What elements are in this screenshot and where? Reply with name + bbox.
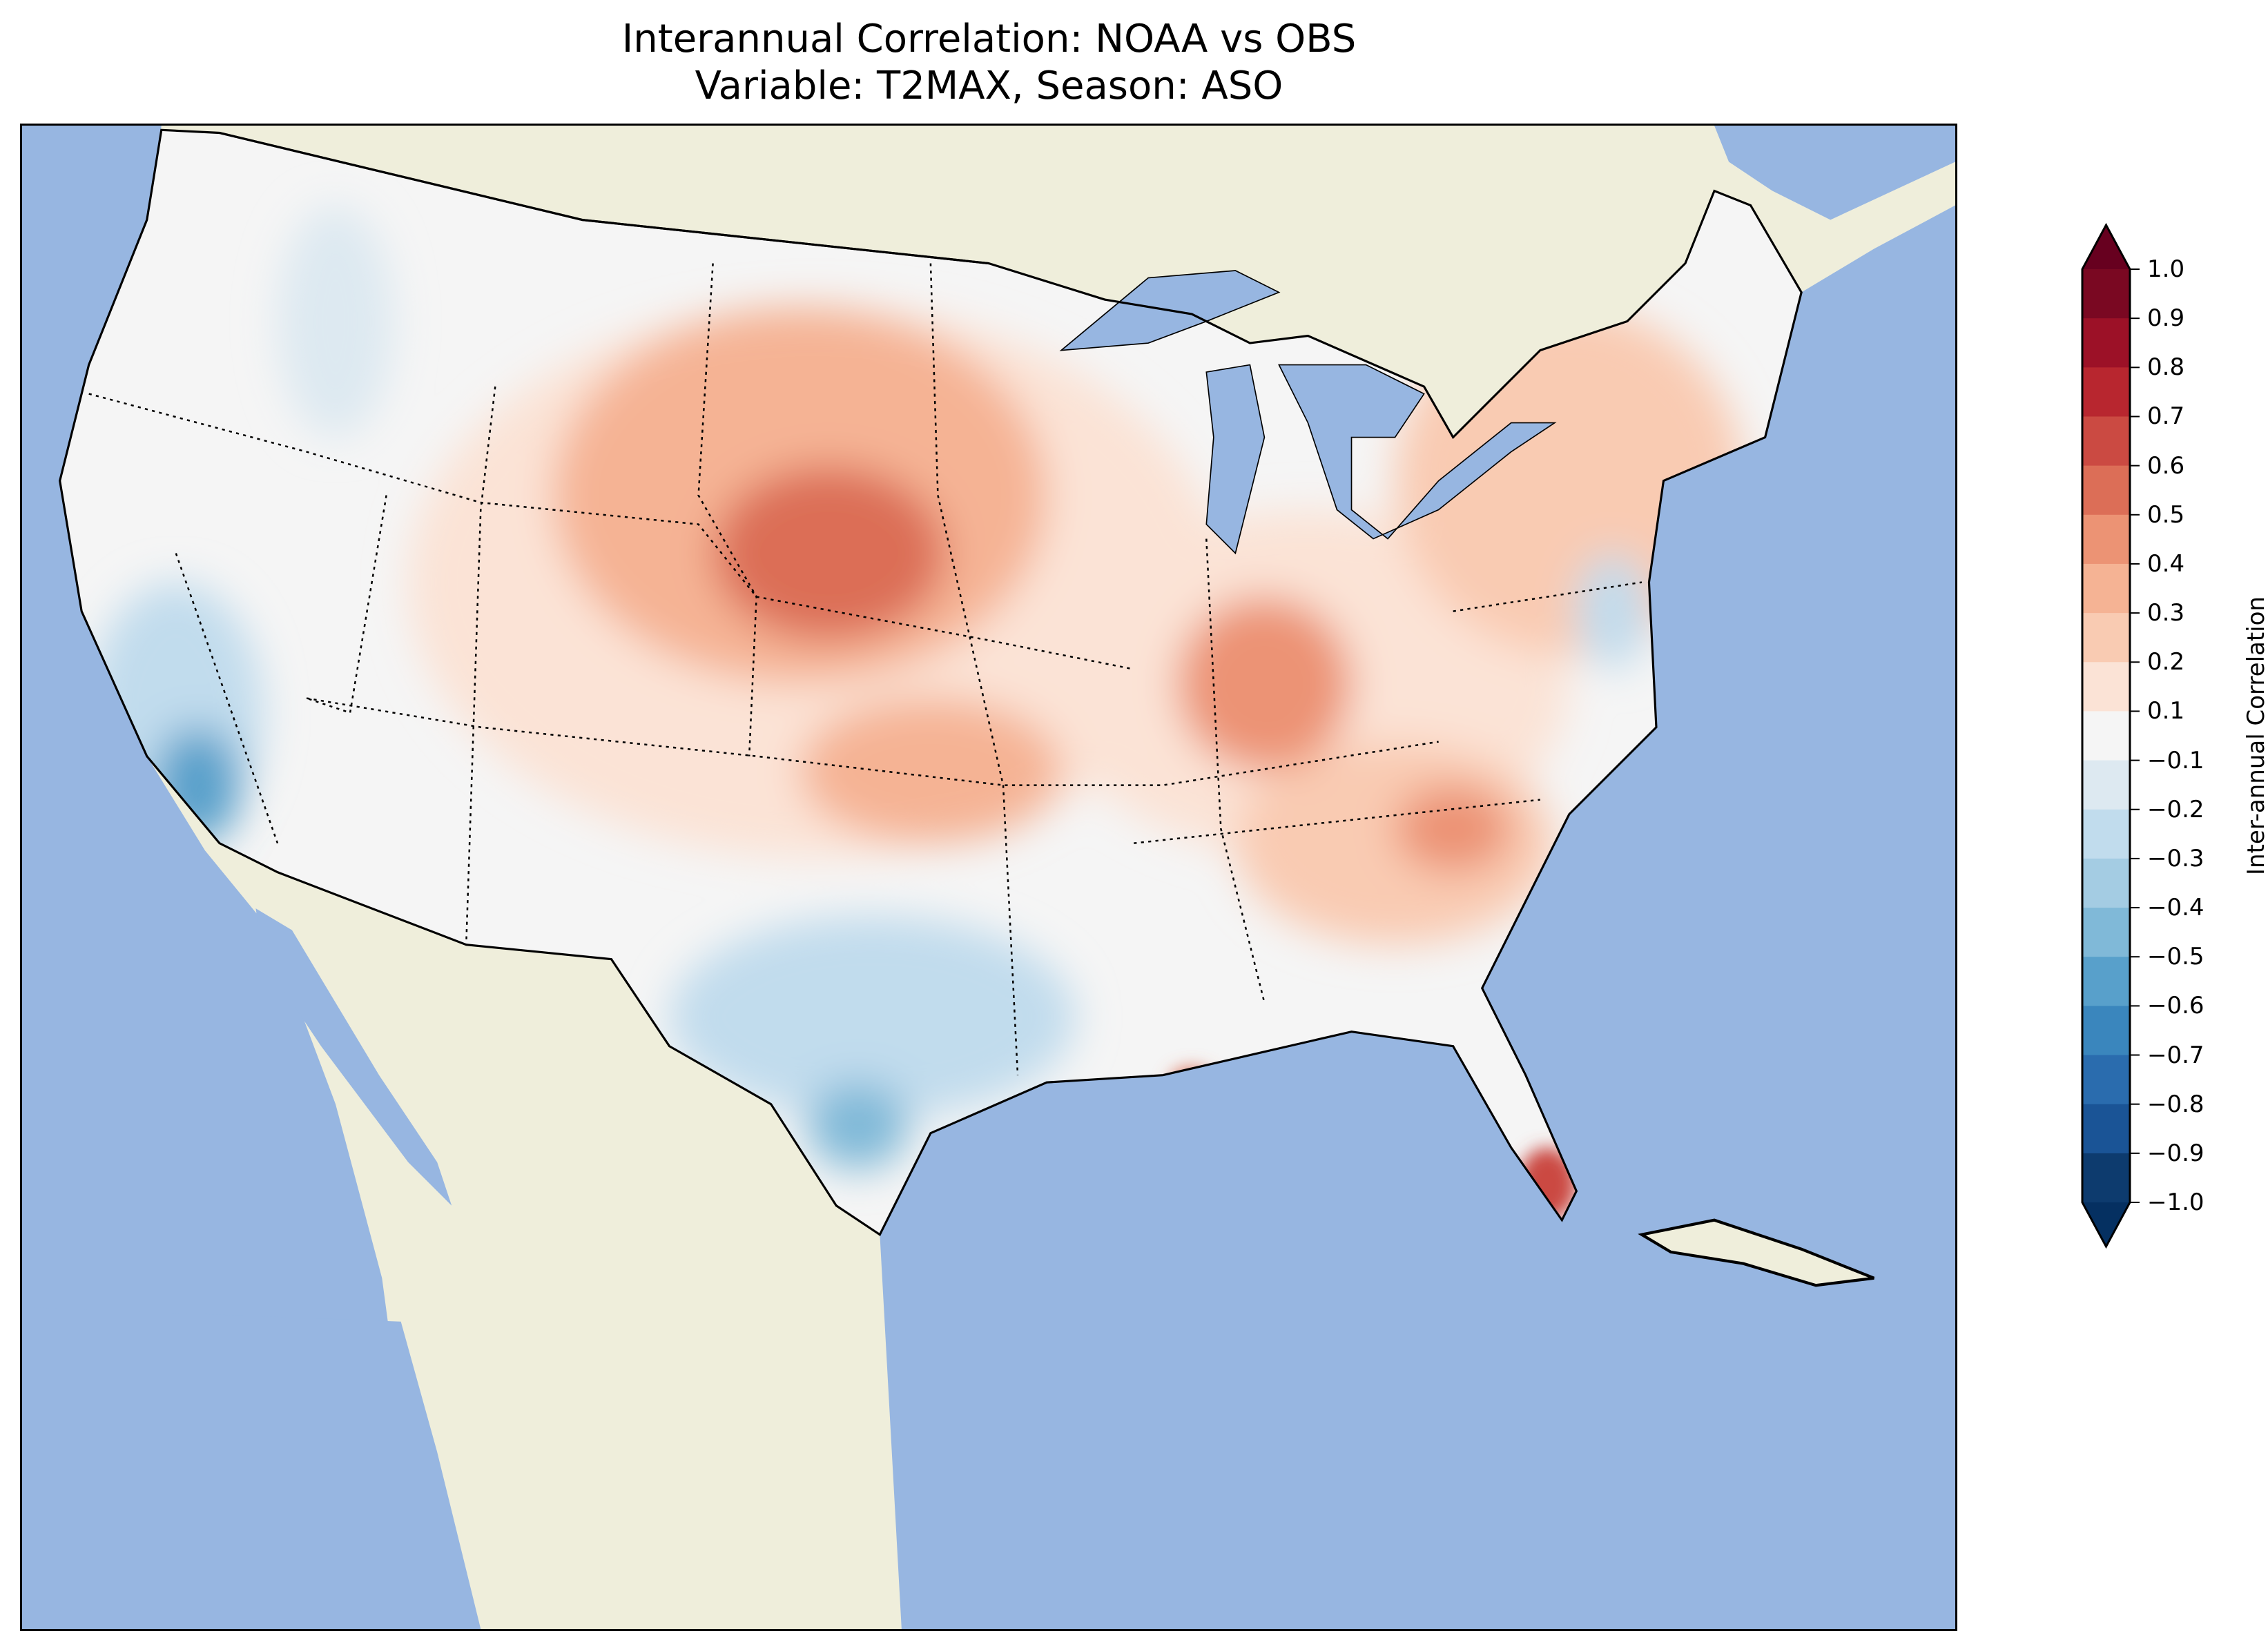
contour-blob xyxy=(1576,553,1649,670)
contour-blob xyxy=(669,915,1076,1119)
colorbar-tick-label: 0.7 xyxy=(2147,402,2185,431)
pacific-ocean xyxy=(22,126,391,1629)
colorbar-segment xyxy=(2082,760,2130,810)
colorbar-segment xyxy=(2082,1055,2130,1105)
colorbar-segment xyxy=(2082,465,2130,516)
colorbar-tick-label: 0.2 xyxy=(2147,648,2185,676)
colorbar-tick-label: −0.5 xyxy=(2147,943,2204,971)
canada-border xyxy=(219,131,989,265)
contour-blob xyxy=(277,205,394,438)
colorbar-segment xyxy=(2082,416,2130,467)
colorbar-tick-label: −1.0 xyxy=(2147,1189,2204,1216)
colorbar-tick-label: 0.9 xyxy=(2147,304,2185,333)
cuba-island xyxy=(1638,1218,1875,1287)
colorbar-segment xyxy=(2082,1153,2130,1203)
colorbar-tick-label: −0.9 xyxy=(2147,1139,2204,1167)
colorbar-tick-label: −0.2 xyxy=(2147,795,2204,823)
chart-title-line1: Interannual Correlation: NOAA vs OBS xyxy=(621,17,1357,61)
map-svg xyxy=(22,126,1955,1629)
colorbar-tick-label: 0.5 xyxy=(2147,500,2185,529)
great-lakes xyxy=(1059,270,1557,555)
contour-blob xyxy=(1395,785,1511,872)
contour-blob xyxy=(713,466,945,641)
colorbar-tick-label: −0.8 xyxy=(2147,1090,2204,1118)
colorbar-segment xyxy=(2082,367,2130,417)
colorbar-segment xyxy=(2082,1006,2130,1056)
colorbar-segment xyxy=(2082,269,2130,319)
colorbar-segment xyxy=(2082,711,2130,761)
contour-blob xyxy=(807,1082,909,1170)
chart-title-line2: Variable: T2MAX, Season: ASO xyxy=(695,64,1283,108)
colorbar-tick-label: −0.6 xyxy=(2147,992,2204,1020)
colorbar xyxy=(2081,222,2140,1249)
colorbar-segment xyxy=(2082,858,2130,908)
colorbar-extend-min xyxy=(2082,1202,2130,1247)
correlation-map xyxy=(20,124,1957,1631)
colorbar-segment xyxy=(2082,809,2130,859)
colorbar-segment xyxy=(2082,318,2130,368)
colorbar-segment xyxy=(2082,957,2130,1006)
colorbar-tick-label: 0.3 xyxy=(2147,599,2185,627)
colorbar-tick-label: 0.1 xyxy=(2147,697,2185,725)
colorbar-tick-label: −0.4 xyxy=(2147,894,2204,922)
colorbar-tick-label: 0.4 xyxy=(2147,549,2185,578)
state-borders xyxy=(88,263,1642,1075)
contour-blob xyxy=(1177,596,1352,771)
colorbar-segment xyxy=(2082,514,2130,565)
colorbar-segment xyxy=(2082,1104,2130,1154)
contour-blob xyxy=(799,698,1062,843)
colorbar-segment xyxy=(2082,563,2130,614)
colorbar-tick-label: 0.6 xyxy=(2147,451,2185,480)
colorbar-tick-label: −0.7 xyxy=(2147,1041,2204,1069)
colorbar-segment xyxy=(2082,908,2130,957)
gulf-of-california xyxy=(255,908,452,1206)
colorbar-tick-label: 1.0 xyxy=(2147,255,2185,283)
colorbar-tick-label: −0.3 xyxy=(2147,844,2204,872)
colorbar-extend-max xyxy=(2082,225,2130,269)
colorbar-tick-label: 0.8 xyxy=(2147,353,2185,382)
colorbar-segment xyxy=(2082,662,2130,712)
colorbar-label: Inter-annual Correlation xyxy=(2242,596,2268,875)
colorbar-tick-label: −0.1 xyxy=(2147,746,2204,774)
colorbar-segment xyxy=(2082,613,2130,663)
